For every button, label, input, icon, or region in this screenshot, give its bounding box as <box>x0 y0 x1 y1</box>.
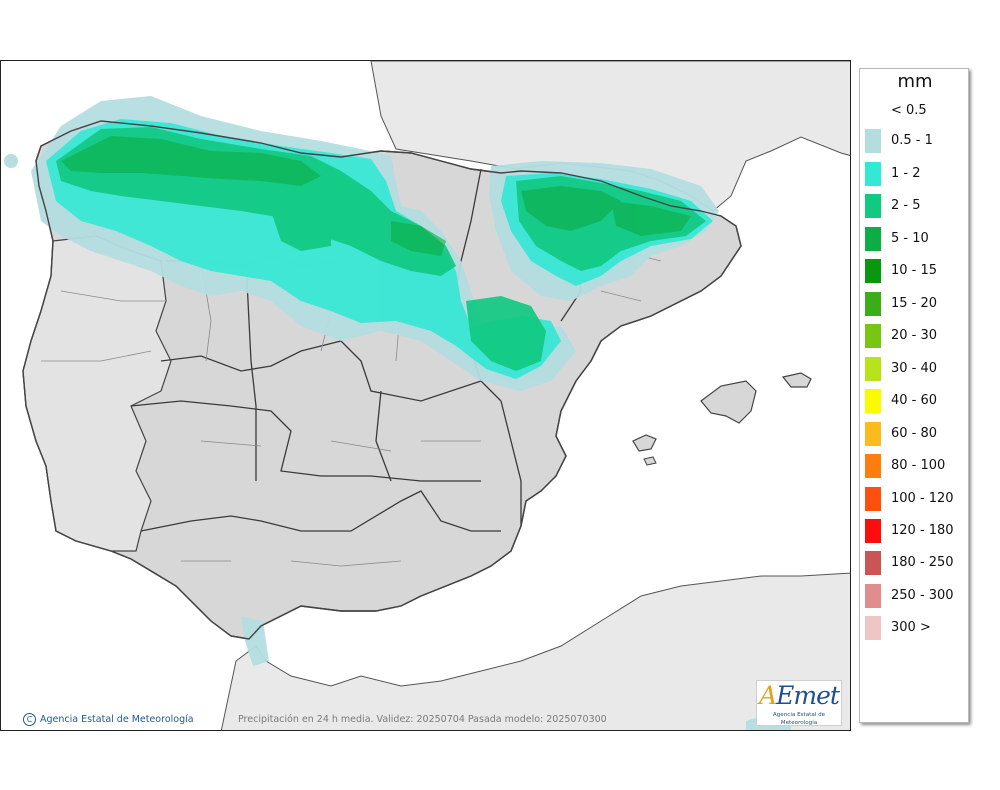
precipitation-map[interactable]: C Agencia Estatal de Meteorología Precipi… <box>0 60 851 731</box>
legend-label: 1 - 2 <box>891 166 921 181</box>
legend-label: 300 > <box>891 620 931 635</box>
legend-label: 180 - 250 <box>891 555 954 570</box>
legend-swatch <box>865 616 881 640</box>
legend-swatch <box>865 584 881 608</box>
precip-5-10 <box>61 136 691 256</box>
africa-land <box>220 572 850 730</box>
legend-swatch <box>865 551 881 575</box>
legend-swatch <box>865 194 881 218</box>
copyright-icon: C <box>23 713 36 726</box>
mallorca-land <box>700 380 757 424</box>
legend-swatch <box>865 324 881 348</box>
legend-item: 180 - 250 <box>860 551 970 575</box>
logo-letters: Emet <box>776 681 840 710</box>
legend-item: 100 - 120 <box>860 487 970 511</box>
legend-label: 120 - 180 <box>891 523 954 538</box>
logo-letter-a: A <box>759 681 777 710</box>
legend-item: 1 - 2 <box>860 162 970 186</box>
legend-item: 250 - 300 <box>860 584 970 608</box>
legend-label: 40 - 60 <box>891 393 938 408</box>
aemet-logo-subtitle: Agencia Estatal de Meteorología <box>772 712 826 726</box>
legend-label: 10 - 15 <box>891 263 938 278</box>
legend-swatch <box>865 227 881 251</box>
legend-unit: mm <box>897 71 933 92</box>
iberia-coastline <box>22 120 742 640</box>
legend-label: 30 - 40 <box>891 361 938 376</box>
legend-item: 15 - 20 <box>860 292 970 316</box>
legend-swatch <box>865 162 881 186</box>
legend-swatch <box>865 519 881 543</box>
legend-item: 30 - 40 <box>860 357 970 381</box>
aemet-wordmark: AEmet <box>757 681 841 711</box>
legend-item: 300 > <box>860 616 970 640</box>
copyright-label: C Agencia Estatal de Meteorología <box>23 713 194 726</box>
legend-label: 0.5 - 1 <box>891 133 933 148</box>
map-svg <box>1 61 850 730</box>
legend-label: 250 - 300 <box>891 588 954 603</box>
legend-swatch <box>865 357 881 381</box>
legend-label: 5 - 10 <box>891 231 929 246</box>
legend-item: 120 - 180 <box>860 519 970 543</box>
province-borders <box>41 250 662 567</box>
ibiza-land <box>632 434 657 452</box>
aemet-logo: AEmet Agencia Estatal de Meteorología <box>756 680 842 726</box>
copyright-text: Agencia Estatal de Meteorología <box>40 714 194 725</box>
legend-swatch <box>865 487 881 511</box>
legend-label: 100 - 120 <box>891 491 954 506</box>
legend-item: < 0.5 <box>860 99 970 123</box>
legend-item: 40 - 60 <box>860 389 970 413</box>
legend-label: 2 - 5 <box>891 198 921 213</box>
legend-label: < 0.5 <box>891 103 927 118</box>
legend-item: 80 - 100 <box>860 454 970 478</box>
legend-label: 60 - 80 <box>891 426 938 441</box>
formentera-land <box>643 456 657 466</box>
legend-swatch <box>865 129 881 153</box>
legend-swatch <box>865 292 881 316</box>
legend-item: 0.5 - 1 <box>860 129 970 153</box>
legend-item: 10 - 15 <box>860 259 970 283</box>
legend-swatch <box>865 454 881 478</box>
legend-label: 80 - 100 <box>891 458 946 473</box>
map-caption: Precipitación en 24 h media. Validez: 20… <box>238 714 607 725</box>
menorca-land <box>781 372 812 388</box>
legend-item: 60 - 80 <box>860 422 970 446</box>
precipitation-legend: mm < 0.5 0.5 - 1 1 - 2 2 - 5 5 - 10 10 - 15 15… <box>859 68 969 723</box>
legend-item: 2 - 5 <box>860 194 970 218</box>
legend-item: 5 - 10 <box>860 227 970 251</box>
legend-label: 15 - 20 <box>891 296 938 311</box>
legend-label: 20 - 30 <box>891 328 938 343</box>
legend-swatch <box>865 259 881 283</box>
legend-item: 20 - 30 <box>860 324 970 348</box>
legend-swatch <box>865 422 881 446</box>
legend-swatch <box>865 389 881 413</box>
